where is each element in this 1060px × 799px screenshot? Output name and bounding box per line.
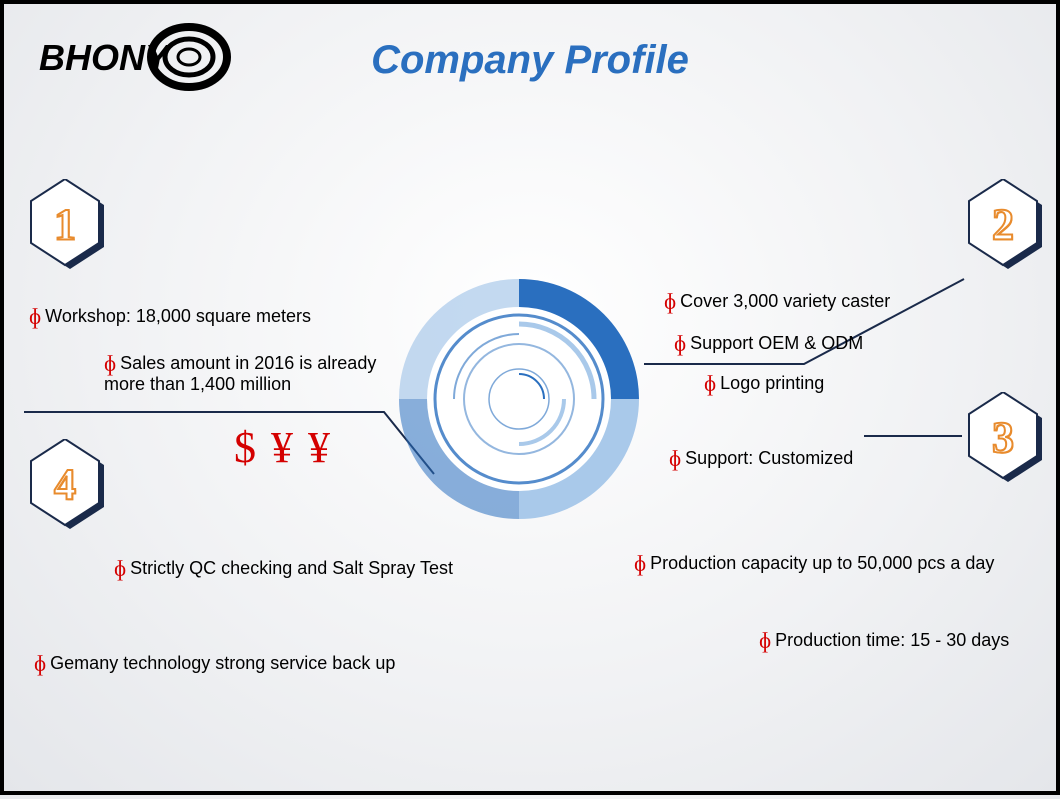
bullet-item: ɸCover 3,000 variety caster xyxy=(664,287,890,313)
bullet-item: ɸWorkshop: 18,000 square meters xyxy=(29,302,311,328)
bullet-item: ɸGemany technology strong service back u… xyxy=(34,649,395,675)
bullet-item: ɸSales amount in 2016 is already xyxy=(104,349,376,375)
bullet-marker-icon: ɸ xyxy=(29,304,41,330)
bullet-item: ɸLogo printing xyxy=(704,369,824,395)
currency-symbols: $ ¥ ¥ xyxy=(234,422,332,473)
center-graphic xyxy=(394,274,644,524)
bullet-item: ɸProduction capacity up to 50,000 pcs a … xyxy=(634,549,994,575)
bullet-marker-icon: ɸ xyxy=(669,446,681,472)
bullet-marker-icon: ɸ xyxy=(759,628,771,654)
bullet-text: Production capacity up to 50,000 pcs a d… xyxy=(650,553,994,573)
bullet-item: ɸProduction time: 15 - 30 days xyxy=(759,626,1009,652)
page-title: Company Profile xyxy=(4,38,1056,83)
bullet-marker-icon: ɸ xyxy=(34,651,46,677)
bullet-text: Strictly QC checking and Salt Spray Test xyxy=(130,558,453,578)
bullet-text: more than 1,400 million xyxy=(104,374,291,394)
hex-badge-2: 2 xyxy=(964,179,1042,269)
bullet-marker-icon: ɸ xyxy=(634,551,646,577)
bullet-text: Sales amount in 2016 is already xyxy=(120,353,376,373)
bullet-item: more than 1,400 million xyxy=(104,374,291,395)
bullet-text: Gemany technology strong service back up xyxy=(50,653,395,673)
bullet-text: Workshop: 18,000 square meters xyxy=(45,306,311,326)
bullet-item: ɸSupport OEM & ODM xyxy=(674,329,863,355)
bullet-text: Production time: 15 - 30 days xyxy=(775,630,1009,650)
bullet-marker-icon: ɸ xyxy=(114,556,126,582)
bullet-marker-icon: ɸ xyxy=(704,371,716,397)
bullet-text: Support OEM & ODM xyxy=(690,333,863,353)
bullet-marker-icon: ɸ xyxy=(674,331,686,357)
bullet-marker-icon: ɸ xyxy=(664,289,676,315)
hex-badge-4: 4 xyxy=(26,439,104,529)
bullet-text: Logo printing xyxy=(720,373,824,393)
hex-badge-3: 3 xyxy=(964,392,1042,482)
bullet-text: Cover 3,000 variety caster xyxy=(680,291,890,311)
hex-badge-1: 1 xyxy=(26,179,104,269)
bullet-item: ɸSupport: Customized xyxy=(669,444,853,470)
bullet-text: Support: Customized xyxy=(685,448,853,468)
bullet-item: ɸStrictly QC checking and Salt Spray Tes… xyxy=(114,554,453,580)
